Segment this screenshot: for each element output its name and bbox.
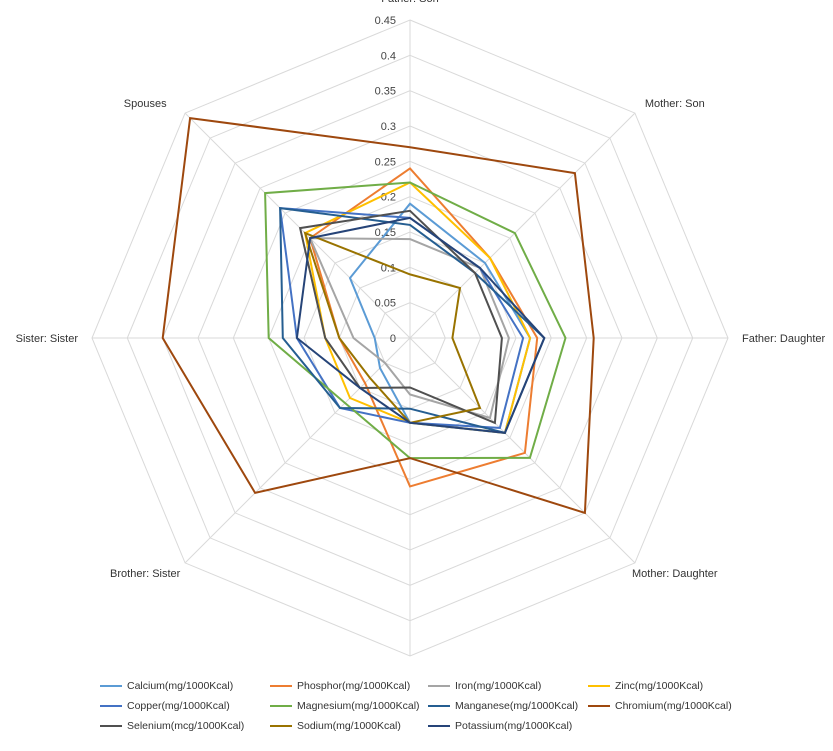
legend-item: Zinc(mg/1000Kcal) (588, 680, 738, 692)
legend-swatch (428, 725, 450, 727)
grid-spoke (184, 337, 411, 564)
radial-tick-label: 0.45 (375, 15, 396, 27)
legend-item: Chromium(mg/1000Kcal) (588, 700, 738, 712)
radar-grid (91, 19, 729, 657)
legend-swatch (588, 685, 610, 687)
legend-swatch (100, 705, 122, 707)
category-axis-label: Mother: Daughter (632, 568, 718, 580)
category-axis-label: Father: Daughter (742, 333, 825, 345)
radial-tick-label: 0.05 (375, 298, 396, 310)
radial-tick-label: 0.3 (381, 121, 396, 133)
series-line (298, 209, 503, 425)
category-axis-label: Brother: Sister (110, 568, 181, 580)
series-line (308, 237, 510, 420)
legend-label: Selenium(mcg/1000Kcal) (127, 720, 245, 732)
legend-item: Magnesium(mg/1000Kcal) (270, 700, 428, 712)
series-line (295, 216, 546, 434)
legend-item: Phosphor(mg/1000Kcal) (270, 680, 428, 692)
category-axis-label: Father: Son (381, 0, 438, 5)
category-axis-label: Spouses (124, 98, 167, 110)
legend-swatch (270, 685, 292, 687)
radial-tick-label: 0.4 (381, 50, 396, 62)
legend: Calcium(mg/1000Kcal) Phosphor(mg/1000Kcal… (100, 680, 740, 732)
grid-spoke (409, 112, 636, 339)
legend-label: Calcium(mg/1000Kcal) (127, 680, 234, 692)
legend-swatch (100, 725, 122, 727)
legend-label: Zinc(mg/1000Kcal) (615, 680, 704, 692)
legend-item: Manganese(mg/1000Kcal) (428, 700, 588, 712)
legend-label: Copper(mg/1000Kcal) (127, 700, 230, 712)
series-line (279, 206, 546, 435)
radar-chart: 00.050.10.150.20.250.30.350.40.45 Father… (16, 0, 826, 657)
legend-label: Sodium(mg/1000Kcal) (297, 720, 401, 732)
legend-swatch (428, 685, 450, 687)
grid-spoke (409, 337, 636, 564)
category-axis-label: Mother: Son (645, 98, 705, 110)
category-axis-label: Sister: Sister (16, 333, 79, 345)
legend-label: Chromium(mg/1000Kcal) (615, 700, 732, 712)
series-line (278, 207, 525, 429)
series-line (308, 167, 539, 488)
legend-swatch (588, 705, 610, 707)
legend-item: Potassium(mg/1000Kcal) (428, 720, 588, 732)
radial-tick-label: 0 (390, 333, 396, 345)
legend-swatch (428, 705, 450, 707)
legend-item: Iron(mg/1000Kcal) (428, 680, 588, 692)
grid-spoke (184, 112, 411, 339)
legend-item: Copper(mg/1000Kcal) (100, 700, 270, 712)
radial-tick-label: 0.25 (375, 156, 396, 168)
series-line (161, 116, 595, 515)
legend-item: Sodium(mg/1000Kcal) (270, 720, 428, 732)
legend-swatch (100, 685, 122, 687)
legend-label: Magnesium(mg/1000Kcal) (297, 700, 420, 712)
legend-swatch (270, 725, 292, 727)
legend-label: Phosphor(mg/1000Kcal) (297, 680, 411, 692)
legend-item: Calcium(mg/1000Kcal) (100, 680, 270, 692)
legend-label: Manganese(mg/1000Kcal) (455, 700, 579, 712)
category-axis-labels: Father: Son Mother: Son Father: Daughter Mo… (16, 0, 826, 580)
legend-label: Potassium(mg/1000Kcal) (455, 720, 573, 732)
legend-label: Iron(mg/1000Kcal) (455, 680, 542, 692)
legend-swatch (270, 705, 292, 707)
radial-tick-label: 0.35 (375, 86, 396, 98)
series-lines (161, 116, 595, 515)
legend-item: Selenium(mcg/1000Kcal) (100, 720, 270, 732)
